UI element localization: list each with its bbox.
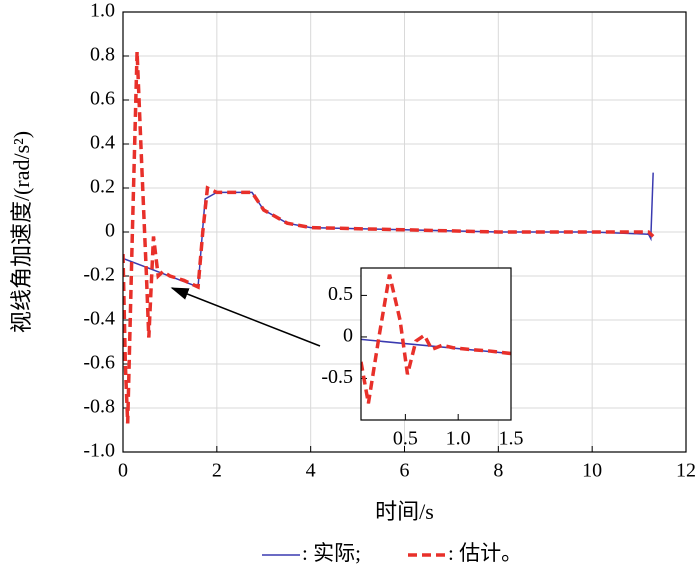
y-tick-label: 0 bbox=[105, 220, 115, 242]
x-tick-label: 4 bbox=[306, 460, 316, 482]
y-tick-label: -0.4 bbox=[83, 308, 115, 330]
legend-label: : 估计。 bbox=[448, 541, 522, 565]
y-tick-label: -0.5 bbox=[321, 366, 353, 388]
y-tick-label: 0.4 bbox=[90, 132, 115, 154]
y-tick-label: -0.6 bbox=[83, 352, 115, 374]
x-tick-label: 0 bbox=[118, 460, 128, 482]
y-tick-label: 0 bbox=[343, 325, 353, 347]
y-tick-label: 1.0 bbox=[90, 0, 115, 22]
inset-background bbox=[361, 268, 511, 420]
x-tick-label: 10 bbox=[582, 460, 602, 482]
series-line bbox=[123, 51, 655, 424]
plot-lines bbox=[123, 51, 655, 424]
x-axis-label: 时间/s bbox=[375, 499, 434, 524]
y-tick-label: 0.2 bbox=[90, 176, 115, 198]
legend-label: : 实际; bbox=[302, 541, 361, 565]
y-tick-label: -0.2 bbox=[83, 264, 115, 286]
y-tick-label: 0.6 bbox=[90, 88, 115, 110]
y-axis-label: 视线角加速度/(rad/s²) bbox=[9, 131, 34, 333]
x-tick-label: 12 bbox=[676, 460, 696, 482]
x-tick-label: 6 bbox=[400, 460, 410, 482]
y-tick-label: -0.8 bbox=[83, 396, 115, 418]
annotation-arrow bbox=[170, 287, 321, 347]
plot-frame bbox=[360, 267, 512, 421]
x-tick-label: 0.5 bbox=[393, 428, 418, 450]
x-tick-label: 8 bbox=[493, 460, 503, 482]
plot-frame bbox=[122, 11, 687, 453]
series-line bbox=[361, 274, 511, 404]
x-tick-label: 1.5 bbox=[499, 428, 524, 450]
x-tick-label: 1.0 bbox=[446, 428, 471, 450]
plot-lines bbox=[361, 274, 511, 404]
y-tick-label: 0.5 bbox=[328, 283, 353, 305]
y-tick-label: 0.8 bbox=[90, 44, 115, 66]
x-tick-label: 2 bbox=[212, 460, 222, 482]
y-tick-label: -1.0 bbox=[83, 440, 115, 462]
